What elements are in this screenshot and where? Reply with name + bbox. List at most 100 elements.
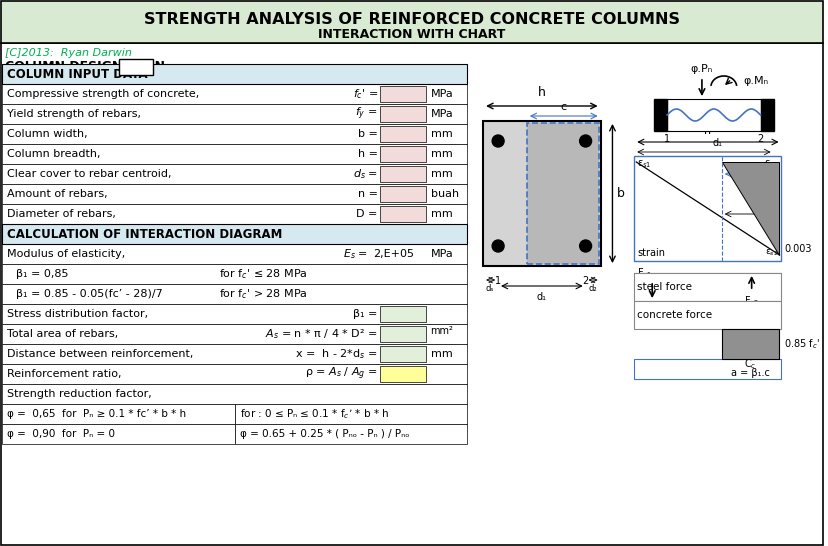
Text: Distance between reinforcement,: Distance between reinforcement,: [7, 349, 193, 359]
Text: φ = 0.65 + 0.25 * ( Pₙₒ - Pₙ ) / Pₙₒ: φ = 0.65 + 0.25 * ( Pₙₒ - Pₙ ) / Pₙₒ: [239, 429, 409, 439]
Text: Compressive strength of concrete,: Compressive strength of concrete,: [7, 89, 199, 99]
Text: d₁: d₁: [712, 138, 722, 148]
FancyBboxPatch shape: [2, 304, 467, 324]
FancyBboxPatch shape: [379, 106, 425, 122]
Text: for : 0 ≤ Pₙ ≤ 0.1 * f$_c$’ * b * h: for : 0 ≤ Pₙ ≤ 0.1 * f$_c$’ * b * h: [239, 407, 388, 421]
Text: Reinforcement ratio,: Reinforcement ratio,: [7, 369, 122, 379]
FancyBboxPatch shape: [1, 43, 822, 545]
Text: D =: D =: [356, 209, 378, 219]
Text: 2: 2: [582, 276, 588, 286]
Circle shape: [579, 135, 591, 147]
FancyBboxPatch shape: [2, 364, 467, 384]
Text: INTERACTION WITH CHART: INTERACTION WITH CHART: [318, 27, 505, 40]
Text: mm: mm: [430, 169, 452, 179]
Text: c: c: [560, 102, 566, 112]
FancyBboxPatch shape: [483, 121, 599, 266]
FancyBboxPatch shape: [2, 404, 234, 424]
Text: Column breadth,: Column breadth,: [7, 149, 100, 159]
FancyBboxPatch shape: [2, 64, 467, 84]
Text: d₂: d₂: [588, 284, 597, 293]
Text: φ.Pₙ: φ.Pₙ: [690, 64, 712, 74]
Text: n =: n =: [358, 189, 378, 199]
Text: $A_s$ = n * π / 4 * D² =: $A_s$ = n * π / 4 * D² =: [265, 327, 378, 341]
FancyBboxPatch shape: [379, 166, 425, 182]
FancyBboxPatch shape: [2, 204, 467, 224]
FancyBboxPatch shape: [2, 384, 467, 404]
Text: 1,81%: 1,81%: [382, 367, 422, 381]
Text: Yield strength of rebars,: Yield strength of rebars,: [7, 109, 141, 119]
FancyBboxPatch shape: [667, 99, 759, 131]
Text: 250: 250: [389, 128, 416, 140]
Text: c: c: [748, 160, 753, 170]
FancyBboxPatch shape: [379, 306, 425, 322]
Text: mm: mm: [430, 129, 452, 139]
FancyBboxPatch shape: [379, 366, 425, 382]
Text: 2: 2: [757, 134, 763, 144]
Text: 0.003: 0.003: [783, 244, 811, 254]
Text: 0,85: 0,85: [388, 307, 416, 321]
Text: x =  h - 2*d$_s$ =: x = h - 2*d$_s$ =: [295, 347, 378, 361]
Text: 4: 4: [397, 187, 407, 200]
Text: ε$_{s2}$: ε$_{s2}$: [763, 158, 777, 170]
Text: C$_c$: C$_c$: [744, 357, 756, 371]
Text: COLUMN INPUT DATA: COLUMN INPUT DATA: [7, 68, 147, 80]
Circle shape: [579, 240, 591, 252]
Text: h =: h =: [358, 149, 378, 159]
Text: β₁ = 0,85: β₁ = 0,85: [16, 269, 69, 279]
Text: F$_{s1}$: F$_{s1}$: [637, 266, 652, 280]
Text: d₁: d₁: [537, 292, 546, 302]
FancyBboxPatch shape: [2, 124, 467, 144]
Text: 40: 40: [393, 168, 411, 181]
FancyBboxPatch shape: [633, 273, 781, 301]
Text: 19: 19: [393, 207, 411, 221]
Text: K2: K2: [127, 61, 145, 74]
Text: MPa: MPa: [430, 249, 453, 259]
FancyBboxPatch shape: [2, 344, 467, 364]
Text: Column width,: Column width,: [7, 129, 88, 139]
Text: 1134: 1134: [386, 328, 418, 341]
Text: Modulus of elasticity,: Modulus of elasticity,: [7, 249, 125, 259]
FancyBboxPatch shape: [2, 324, 467, 344]
FancyBboxPatch shape: [234, 404, 467, 424]
Text: ε$_{s1}$: ε$_{s1}$: [637, 158, 651, 170]
Text: b: b: [616, 187, 623, 200]
Polygon shape: [721, 162, 778, 255]
Text: h: h: [704, 126, 710, 136]
Text: d₂: d₂: [769, 211, 778, 220]
Text: mm: mm: [430, 209, 452, 219]
Text: 1: 1: [494, 276, 501, 286]
FancyBboxPatch shape: [2, 224, 467, 244]
Text: buah: buah: [430, 189, 458, 199]
FancyBboxPatch shape: [633, 301, 781, 329]
FancyBboxPatch shape: [2, 244, 467, 264]
Text: for f$_c$' > 28 MPa: for f$_c$' > 28 MPa: [219, 287, 307, 301]
FancyBboxPatch shape: [2, 104, 467, 124]
Text: Amount of rebars,: Amount of rebars,: [7, 189, 108, 199]
Text: 0.85 f$_c$': 0.85 f$_c$': [783, 337, 819, 351]
FancyBboxPatch shape: [2, 84, 467, 104]
FancyBboxPatch shape: [633, 156, 781, 261]
FancyBboxPatch shape: [379, 126, 425, 142]
FancyBboxPatch shape: [379, 146, 425, 162]
FancyBboxPatch shape: [633, 359, 781, 379]
Text: MPa: MPa: [430, 89, 453, 99]
FancyBboxPatch shape: [2, 144, 467, 164]
Text: COLUMN DESIGNATION: COLUMN DESIGNATION: [5, 61, 165, 74]
Text: mm: mm: [430, 149, 452, 159]
Text: 390: 390: [389, 108, 415, 121]
Text: CALCULATION OF INTERACTION DIAGRAM: CALCULATION OF INTERACTION DIAGRAM: [7, 228, 282, 240]
FancyBboxPatch shape: [759, 99, 773, 131]
Text: ρ = $A_s$ / $A_g$ =: ρ = $A_s$ / $A_g$ =: [305, 366, 378, 382]
Text: $f_y$ =: $f_y$ =: [355, 106, 378, 122]
Circle shape: [492, 240, 503, 252]
Text: b =: b =: [358, 129, 378, 139]
Text: 170,00: 170,00: [381, 349, 423, 359]
FancyBboxPatch shape: [379, 326, 425, 342]
FancyBboxPatch shape: [653, 99, 667, 131]
Text: dₛ: dₛ: [484, 284, 493, 293]
Text: 1: 1: [663, 134, 669, 144]
Text: ε$_{s2}$: ε$_{s2}$: [764, 247, 777, 258]
Text: Total area of rebars,: Total area of rebars,: [7, 329, 118, 339]
Text: mm: mm: [430, 349, 452, 359]
FancyBboxPatch shape: [2, 164, 467, 184]
